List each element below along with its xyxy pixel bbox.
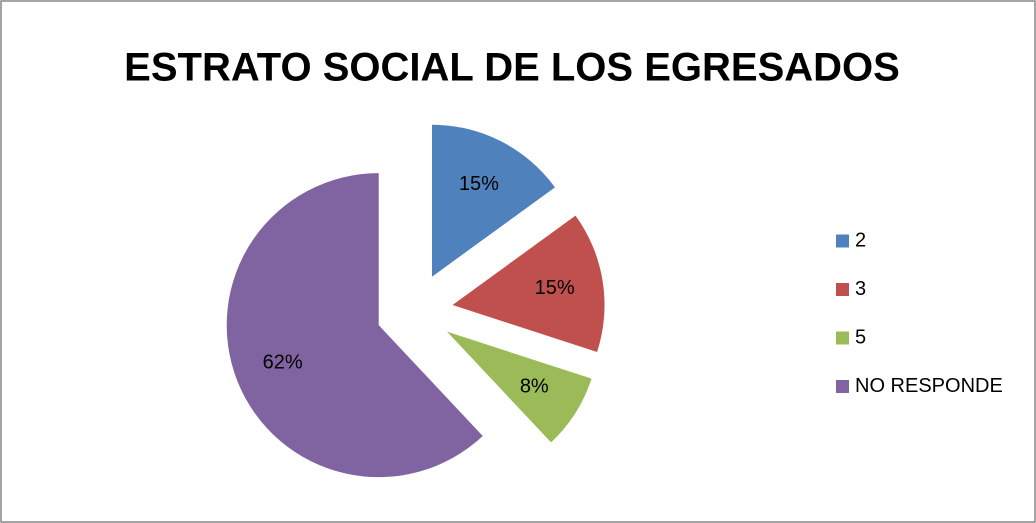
legend-label: 3	[855, 278, 866, 300]
legend-label: NO RESPONDE	[855, 375, 1003, 397]
pie-slice	[447, 331, 592, 443]
legend-swatch	[836, 283, 849, 296]
pie-slice	[431, 124, 555, 277]
data-label: 62%	[263, 352, 303, 374]
chart-title: ESTRATO SOCIAL DE LOS EGRESADOS	[124, 46, 900, 90]
legend-label: 2	[855, 229, 866, 251]
legend-label: 5	[855, 326, 866, 348]
legend-swatch	[836, 331, 849, 345]
pie-slice	[226, 173, 483, 478]
data-label: 8%	[520, 375, 549, 397]
data-label: 15%	[535, 277, 575, 299]
legend-swatch	[836, 380, 849, 393]
data-label: 15%	[459, 173, 499, 195]
legend-swatch	[836, 234, 849, 248]
pie-slice	[452, 215, 605, 352]
